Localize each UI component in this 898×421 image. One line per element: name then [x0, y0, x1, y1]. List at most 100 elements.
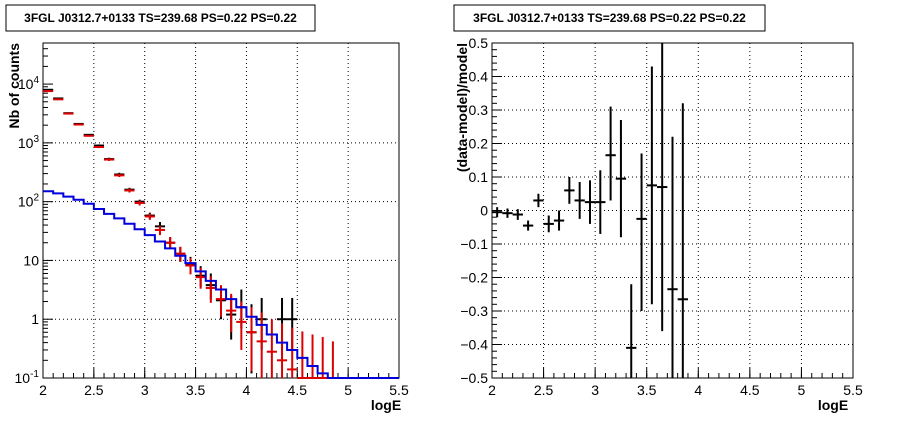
x-tick-label: 5.5 [843, 382, 863, 398]
data-point [677, 103, 688, 378]
x-axis-title: logE [371, 397, 401, 413]
y-tick-exponent: 4 [33, 75, 39, 86]
data-point [43, 90, 54, 93]
data-point [297, 331, 308, 379]
data-point [134, 200, 145, 206]
y-tick-label: 0.1 [469, 169, 489, 185]
y-tick-label: 0 [480, 203, 488, 219]
data-point [104, 158, 115, 161]
y-tick-label: −0.1 [460, 236, 488, 252]
data-point [584, 180, 596, 224]
grid-lines [43, 43, 399, 378]
x-tick-label: 3 [591, 382, 599, 398]
data-point [646, 66, 658, 305]
y-tick-exponent: 3 [33, 134, 39, 145]
data-point [605, 106, 616, 201]
x-tick-label: 3.5 [186, 382, 206, 398]
data-point [276, 323, 288, 378]
x-axis-title: logE [818, 397, 848, 413]
y-tick-label: −0.4 [460, 337, 488, 353]
x-tick-label: 4 [694, 382, 702, 398]
series-0 [492, 43, 688, 378]
data-point [657, 43, 668, 332]
chart-title: 3FGL J0312.7+0133 TS=239.68 PS=0.22 PS=0… [473, 11, 746, 25]
data-point [492, 207, 503, 218]
y-tick-label: 10-1 [15, 369, 40, 386]
y-tick-label: 102 [18, 193, 40, 210]
data-point [512, 209, 523, 220]
x-tick-label: 5.5 [389, 382, 409, 398]
y-tick-label: 1 [31, 311, 39, 327]
data-point [154, 225, 166, 236]
y-tick-label: −0.2 [460, 270, 488, 286]
data-point [73, 123, 84, 126]
counts-panel: 3FGL J0312.7+0133 TS=239.68 PS=0.22 PS=0… [5, 4, 409, 413]
y-tick-label: −0.3 [460, 303, 488, 319]
plot-frame [42, 42, 400, 379]
y-axis-title: (data-model)/model [454, 43, 470, 172]
y-tick-exponent: 2 [33, 193, 39, 204]
y-tick-base: 1 [31, 311, 39, 327]
x-tick-label: 2 [488, 382, 496, 398]
y-tick-base: 10 [23, 252, 39, 268]
data-point [533, 193, 544, 208]
y-tick-base: 10 [15, 370, 31, 386]
data-point [246, 307, 257, 372]
data-point [564, 177, 575, 204]
data-point [266, 319, 277, 378]
data-point [522, 220, 534, 231]
model-step-line [43, 190, 399, 379]
series-1 [43, 90, 338, 379]
x-tick-label: 2.5 [534, 382, 554, 398]
data-point [185, 258, 196, 275]
data-point [256, 312, 267, 378]
y-tick-base: 10 [18, 194, 34, 210]
residuals-panel: 3FGL J0312.7+0133 TS=239.68 PS=0.22 PS=0… [453, 4, 863, 413]
y-tick-exponent: -1 [30, 369, 39, 380]
data-point [93, 145, 105, 149]
data-point [124, 188, 135, 193]
data-point [626, 284, 637, 378]
x-tick-label: 4.5 [740, 382, 760, 398]
y-tick-base: 10 [18, 76, 34, 92]
y-tick-label: 0.4 [469, 69, 489, 85]
y-tick-label: 104 [18, 75, 40, 92]
x-tick-label: 3.5 [637, 382, 657, 398]
data-point [83, 134, 94, 137]
y-tick-label: −0.5 [460, 370, 488, 386]
data-point [595, 170, 606, 234]
data-point [615, 120, 627, 238]
y-tick-label: 0.5 [469, 35, 489, 51]
y-tick-label: 103 [18, 134, 40, 151]
x-tick-label: 4.5 [288, 382, 308, 398]
data-point [226, 293, 237, 333]
data-point [553, 210, 565, 231]
chart-title-box: 3FGL J0312.7+0133 TS=239.68 PS=0.22 PS=0… [453, 4, 766, 32]
data-point [114, 173, 125, 178]
data-point [502, 208, 513, 218]
data-point [63, 112, 74, 115]
y-tick-label: 10 [23, 252, 39, 268]
chart-title: 3FGL J0312.7+0133 TS=239.68 PS=0.22 PS=0… [24, 11, 297, 25]
title-frame [5, 4, 316, 32]
y-tick-label: 0.3 [469, 102, 489, 118]
data-point [53, 98, 64, 101]
data-point [307, 334, 318, 379]
series-2 [43, 190, 399, 379]
data-point [574, 182, 585, 219]
data-point [317, 336, 328, 379]
y-axis-title: Nb of counts [6, 43, 22, 129]
data-point [543, 215, 554, 233]
chart-title-box: 3FGL J0312.7+0133 TS=239.68 PS=0.22 PS=0… [5, 4, 316, 32]
data-point [667, 136, 678, 378]
data-point [636, 153, 647, 311]
data-point [144, 213, 155, 220]
data-point [165, 237, 176, 249]
title-frame [453, 4, 766, 32]
x-tick-label: 2 [39, 382, 47, 398]
y-tick-base: 10 [18, 135, 34, 151]
data-point [175, 246, 186, 262]
x-tick-label: 5 [798, 382, 806, 398]
x-tick-label: 5 [344, 382, 352, 398]
